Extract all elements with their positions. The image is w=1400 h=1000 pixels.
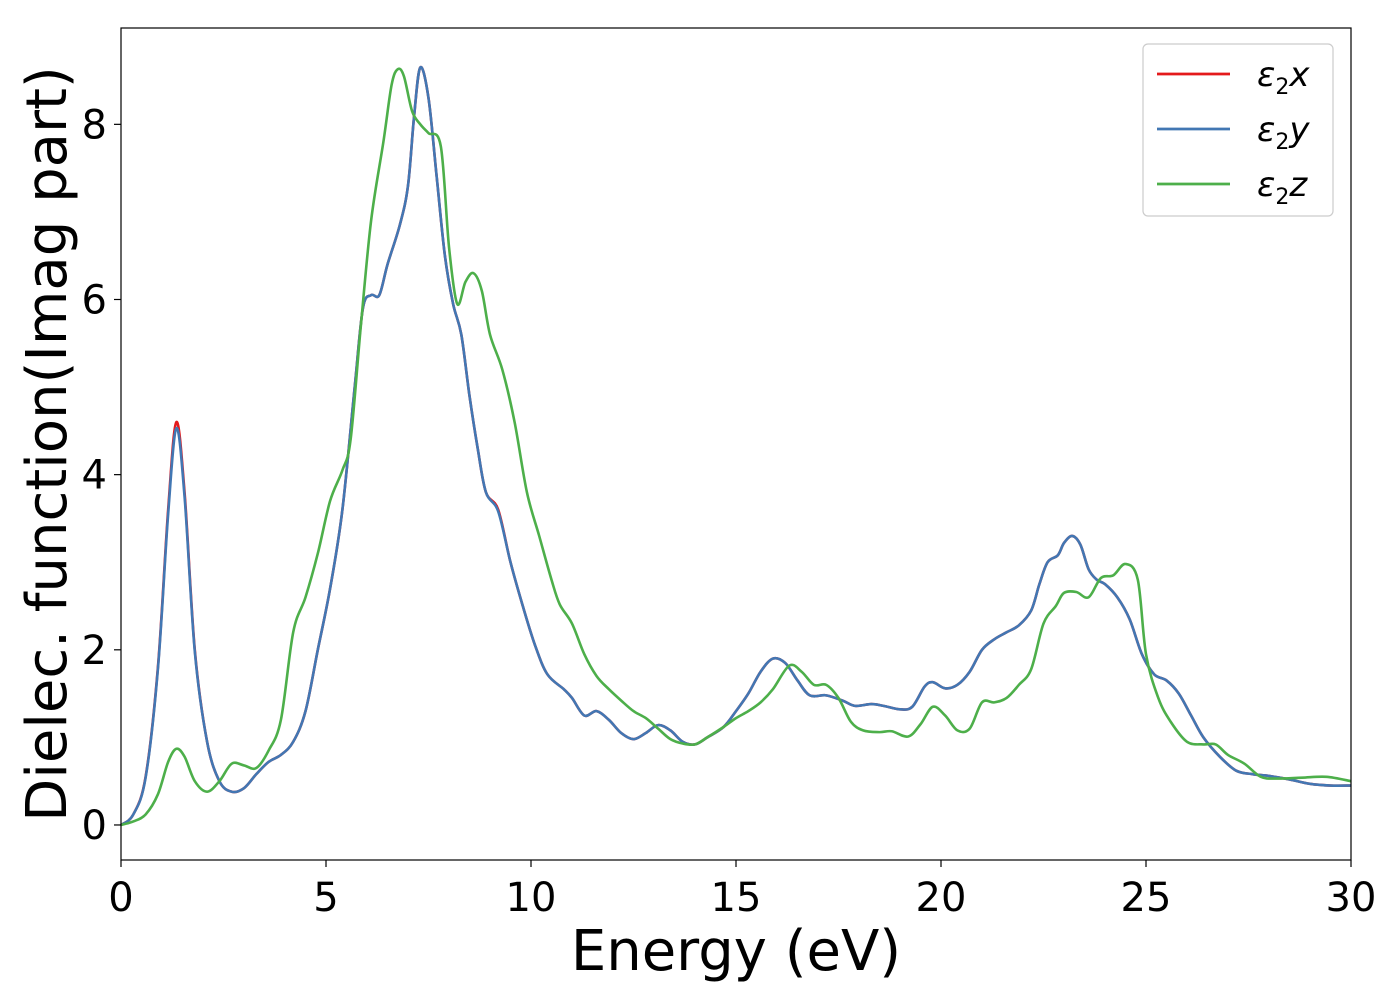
series-layer xyxy=(120,65,1352,827)
x-tick-label: 0 xyxy=(108,875,133,921)
legend-label-x: ε2x xyxy=(1257,55,1310,100)
y-tick-label: 0 xyxy=(82,803,107,849)
y-tick-label: 2 xyxy=(82,628,107,674)
legend-box xyxy=(1142,43,1334,217)
legend-label-y: ε2y xyxy=(1257,110,1310,155)
x-tick-label: 5 xyxy=(313,875,338,921)
x-tick-label: 10 xyxy=(506,875,557,921)
legend: ε2x ε2y ε2z xyxy=(1142,43,1334,217)
x-axis-label: Energy (eV) xyxy=(571,919,901,984)
x-tick-label: 25 xyxy=(1121,875,1172,921)
x-tick-label: 15 xyxy=(711,875,762,921)
series-line-z xyxy=(120,67,1352,827)
x-tick-label: 20 xyxy=(916,875,967,921)
series-line-y xyxy=(120,65,1352,827)
legend-label-z: ε2z xyxy=(1257,165,1308,210)
x-tick-label: 30 xyxy=(1326,875,1377,921)
y-axis-label: Dielec. function(Imag part) xyxy=(15,66,80,822)
y-tick-label: 6 xyxy=(82,277,107,323)
ticks-layer: 0 5 10 15 20 25 30 0 2 4 6 8 xyxy=(82,102,1377,921)
y-tick-label: 8 xyxy=(82,102,107,148)
y-tick-label: 4 xyxy=(82,453,107,499)
